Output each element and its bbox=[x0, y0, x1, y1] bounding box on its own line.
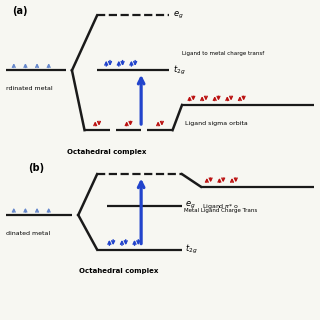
Text: Ligand sigma orbita: Ligand sigma orbita bbox=[185, 121, 248, 126]
Text: dinated metal: dinated metal bbox=[6, 231, 50, 236]
Text: Octahedral complex: Octahedral complex bbox=[79, 268, 159, 275]
Text: (b): (b) bbox=[28, 163, 44, 173]
Text: Ligand to metal charge transf: Ligand to metal charge transf bbox=[182, 51, 264, 56]
Text: rdinated metal: rdinated metal bbox=[6, 86, 52, 91]
Text: $e_g$: $e_g$ bbox=[172, 10, 183, 21]
Text: Octahedral complex: Octahedral complex bbox=[67, 149, 146, 155]
Text: (a): (a) bbox=[12, 6, 28, 16]
Text: $t_{2g}$: $t_{2g}$ bbox=[172, 64, 185, 77]
Text: $t_{2g}$: $t_{2g}$ bbox=[185, 243, 198, 256]
Text: $e_g$: $e_g$ bbox=[185, 200, 196, 211]
Text: Ligand $\pi$* o: Ligand $\pi$* o bbox=[203, 203, 240, 212]
Text: Metal Ligand Charge Trans: Metal Ligand Charge Trans bbox=[184, 208, 257, 213]
